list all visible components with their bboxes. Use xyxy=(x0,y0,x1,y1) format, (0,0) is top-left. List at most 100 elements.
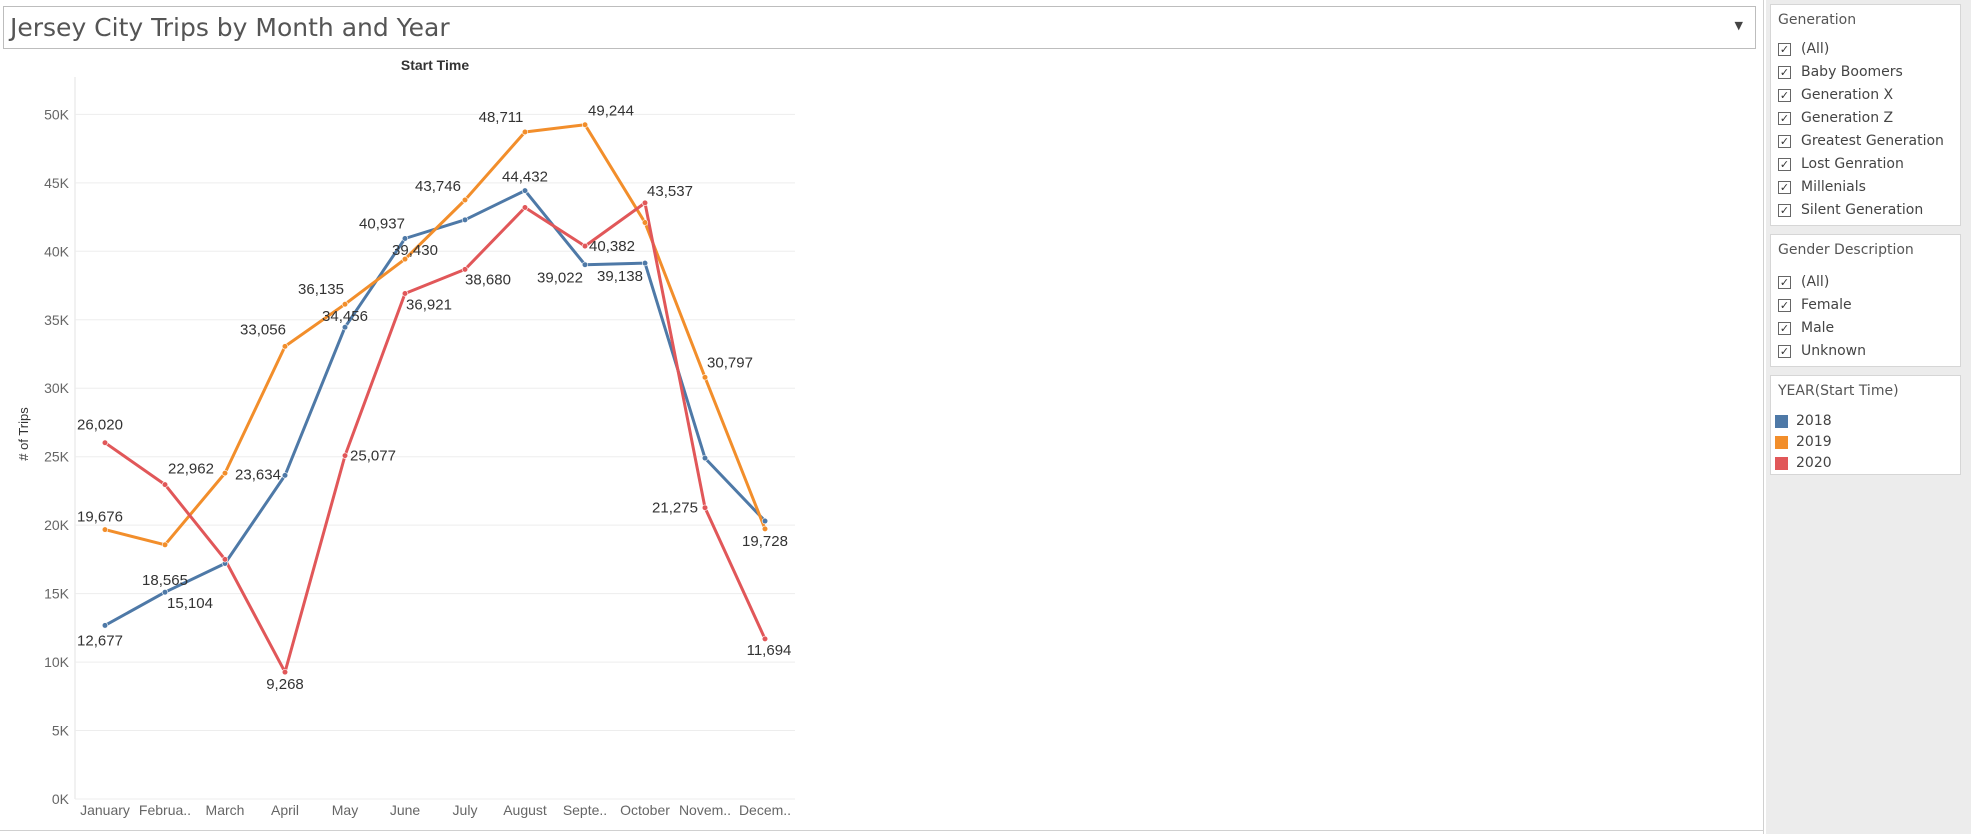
checkbox-checked-icon[interactable]: ✓ xyxy=(1778,111,1791,125)
legend-item[interactable]: 2018 xyxy=(1775,411,1832,431)
generation-option[interactable]: ✓ Millenials xyxy=(1778,177,1866,197)
series-line-2020[interactable] xyxy=(104,201,767,674)
generation-option[interactable]: ✓ Lost Genration xyxy=(1778,154,1904,174)
x-tick-label: Septe.. xyxy=(563,802,607,818)
data-label: 44,432 xyxy=(502,169,548,186)
checkbox-checked-icon[interactable]: ✓ xyxy=(1778,180,1791,194)
checkbox-checked-icon[interactable]: ✓ xyxy=(1778,134,1791,148)
data-label: 12,677 xyxy=(77,632,123,649)
y-axis-label: # of Trips xyxy=(16,407,31,461)
data-point[interactable] xyxy=(701,454,709,462)
y-tick-label: 35K xyxy=(44,312,70,328)
data-point[interactable] xyxy=(341,452,349,459)
x-tick-label: July xyxy=(453,802,478,818)
checkbox-checked-icon[interactable]: ✓ xyxy=(1778,42,1791,56)
data-label: 43,746 xyxy=(415,178,461,195)
generation-option[interactable]: ✓ Generation X xyxy=(1778,85,1893,105)
generation-option[interactable]: ✓ Silent Generation xyxy=(1778,200,1923,220)
data-point[interactable] xyxy=(461,196,469,204)
bottom-divider xyxy=(0,830,1763,831)
gender-option[interactable]: ✓ Male xyxy=(1778,318,1834,338)
checkbox-checked-icon[interactable]: ✓ xyxy=(1778,65,1791,79)
data-label: 19,676 xyxy=(77,509,123,526)
data-point[interactable] xyxy=(221,556,229,563)
data-label: 39,430 xyxy=(392,242,438,259)
x-tick-label: October xyxy=(620,802,670,818)
data-point[interactable] xyxy=(461,216,469,223)
data-point[interactable] xyxy=(581,121,589,128)
data-label: 48,711 xyxy=(479,109,524,126)
checkbox-checked-icon[interactable]: ✓ xyxy=(1778,157,1791,171)
data-label: 38,680 xyxy=(465,271,511,288)
y-tick-label: 25K xyxy=(44,449,70,465)
data-point[interactable] xyxy=(221,470,229,477)
year-legend-title: YEAR(Start Time) xyxy=(1778,383,1899,399)
data-point[interactable] xyxy=(161,541,169,548)
checkbox-checked-icon[interactable]: ✓ xyxy=(1778,321,1791,335)
generation-option[interactable]: ✓ Greatest Generation xyxy=(1778,131,1944,151)
data-label: 30,797 xyxy=(707,354,753,371)
y-tick-label: 40K xyxy=(44,243,70,259)
data-point[interactable] xyxy=(521,128,529,136)
generation-option-label: Generation Z xyxy=(1801,110,1894,126)
data-point[interactable] xyxy=(401,256,409,263)
data-point[interactable] xyxy=(281,472,289,479)
generation-option[interactable]: ✓ (All) xyxy=(1778,39,1829,59)
data-point[interactable] xyxy=(521,187,529,194)
checkbox-checked-icon[interactable]: ✓ xyxy=(1778,88,1791,102)
legend-label: 2020 xyxy=(1796,455,1832,471)
data-point[interactable] xyxy=(641,260,649,267)
data-label: 22,962 xyxy=(168,461,214,478)
data-point[interactable] xyxy=(521,204,529,211)
data-point[interactable] xyxy=(161,589,169,596)
data-point[interactable] xyxy=(581,242,589,250)
legend-item[interactable]: 2020 xyxy=(1775,453,1832,473)
data-point[interactable] xyxy=(161,481,169,488)
x-tick-label: Decem.. xyxy=(739,802,791,818)
legend-swatch xyxy=(1775,414,1788,428)
data-point[interactable] xyxy=(101,622,109,629)
x-tick-label: January xyxy=(80,802,130,818)
data-point[interactable] xyxy=(761,517,769,525)
data-label: 25,077 xyxy=(350,448,396,465)
data-label: 26,020 xyxy=(77,417,123,434)
data-label: 36,921 xyxy=(406,296,452,313)
legend-item[interactable]: 2019 xyxy=(1775,432,1832,452)
x-tick-label: March xyxy=(206,802,245,818)
caret-down-icon[interactable]: ▼ xyxy=(1734,19,1743,32)
gender-option[interactable]: ✓ Unknown xyxy=(1778,341,1866,361)
data-point[interactable] xyxy=(341,324,349,331)
panel-divider xyxy=(1763,0,1764,834)
generation-option-label: Silent Generation xyxy=(1801,202,1924,218)
data-point[interactable] xyxy=(401,290,409,297)
generation-option[interactable]: ✓ Baby Boomers xyxy=(1778,62,1903,82)
data-point[interactable] xyxy=(281,343,289,350)
data-point[interactable] xyxy=(761,525,769,532)
generation-option-label: Generation X xyxy=(1801,87,1894,103)
dashboard-title-bar[interactable]: Jersey City Trips by Month and Year ▼ xyxy=(3,6,1756,49)
checkbox-checked-icon[interactable]: ✓ xyxy=(1778,344,1791,358)
data-point[interactable] xyxy=(341,301,349,308)
data-point[interactable] xyxy=(701,504,709,511)
generation-option[interactable]: ✓ Generation Z xyxy=(1778,108,1893,128)
data-point[interactable] xyxy=(281,668,289,676)
checkbox-checked-icon[interactable]: ✓ xyxy=(1778,275,1791,289)
data-point[interactable] xyxy=(101,439,109,446)
gender-option-label: Male xyxy=(1801,320,1835,336)
checkbox-checked-icon[interactable]: ✓ xyxy=(1778,298,1791,312)
gender-option[interactable]: ✓ (All) xyxy=(1778,272,1829,292)
data-point[interactable] xyxy=(401,235,409,242)
gender-option[interactable]: ✓ Female xyxy=(1778,295,1852,315)
data-point[interactable] xyxy=(701,374,709,381)
data-label: 34,456 xyxy=(322,308,368,325)
data-point[interactable] xyxy=(101,526,109,533)
data-label: 15,104 xyxy=(167,595,213,612)
checkbox-checked-icon[interactable]: ✓ xyxy=(1778,203,1791,217)
data-label: 39,022 xyxy=(537,270,583,287)
data-point[interactable] xyxy=(581,261,589,268)
data-point[interactable] xyxy=(641,199,649,206)
gender-option-label: Female xyxy=(1801,297,1852,313)
data-point[interactable] xyxy=(461,266,469,273)
data-point[interactable] xyxy=(641,219,649,226)
data-point[interactable] xyxy=(761,635,769,642)
